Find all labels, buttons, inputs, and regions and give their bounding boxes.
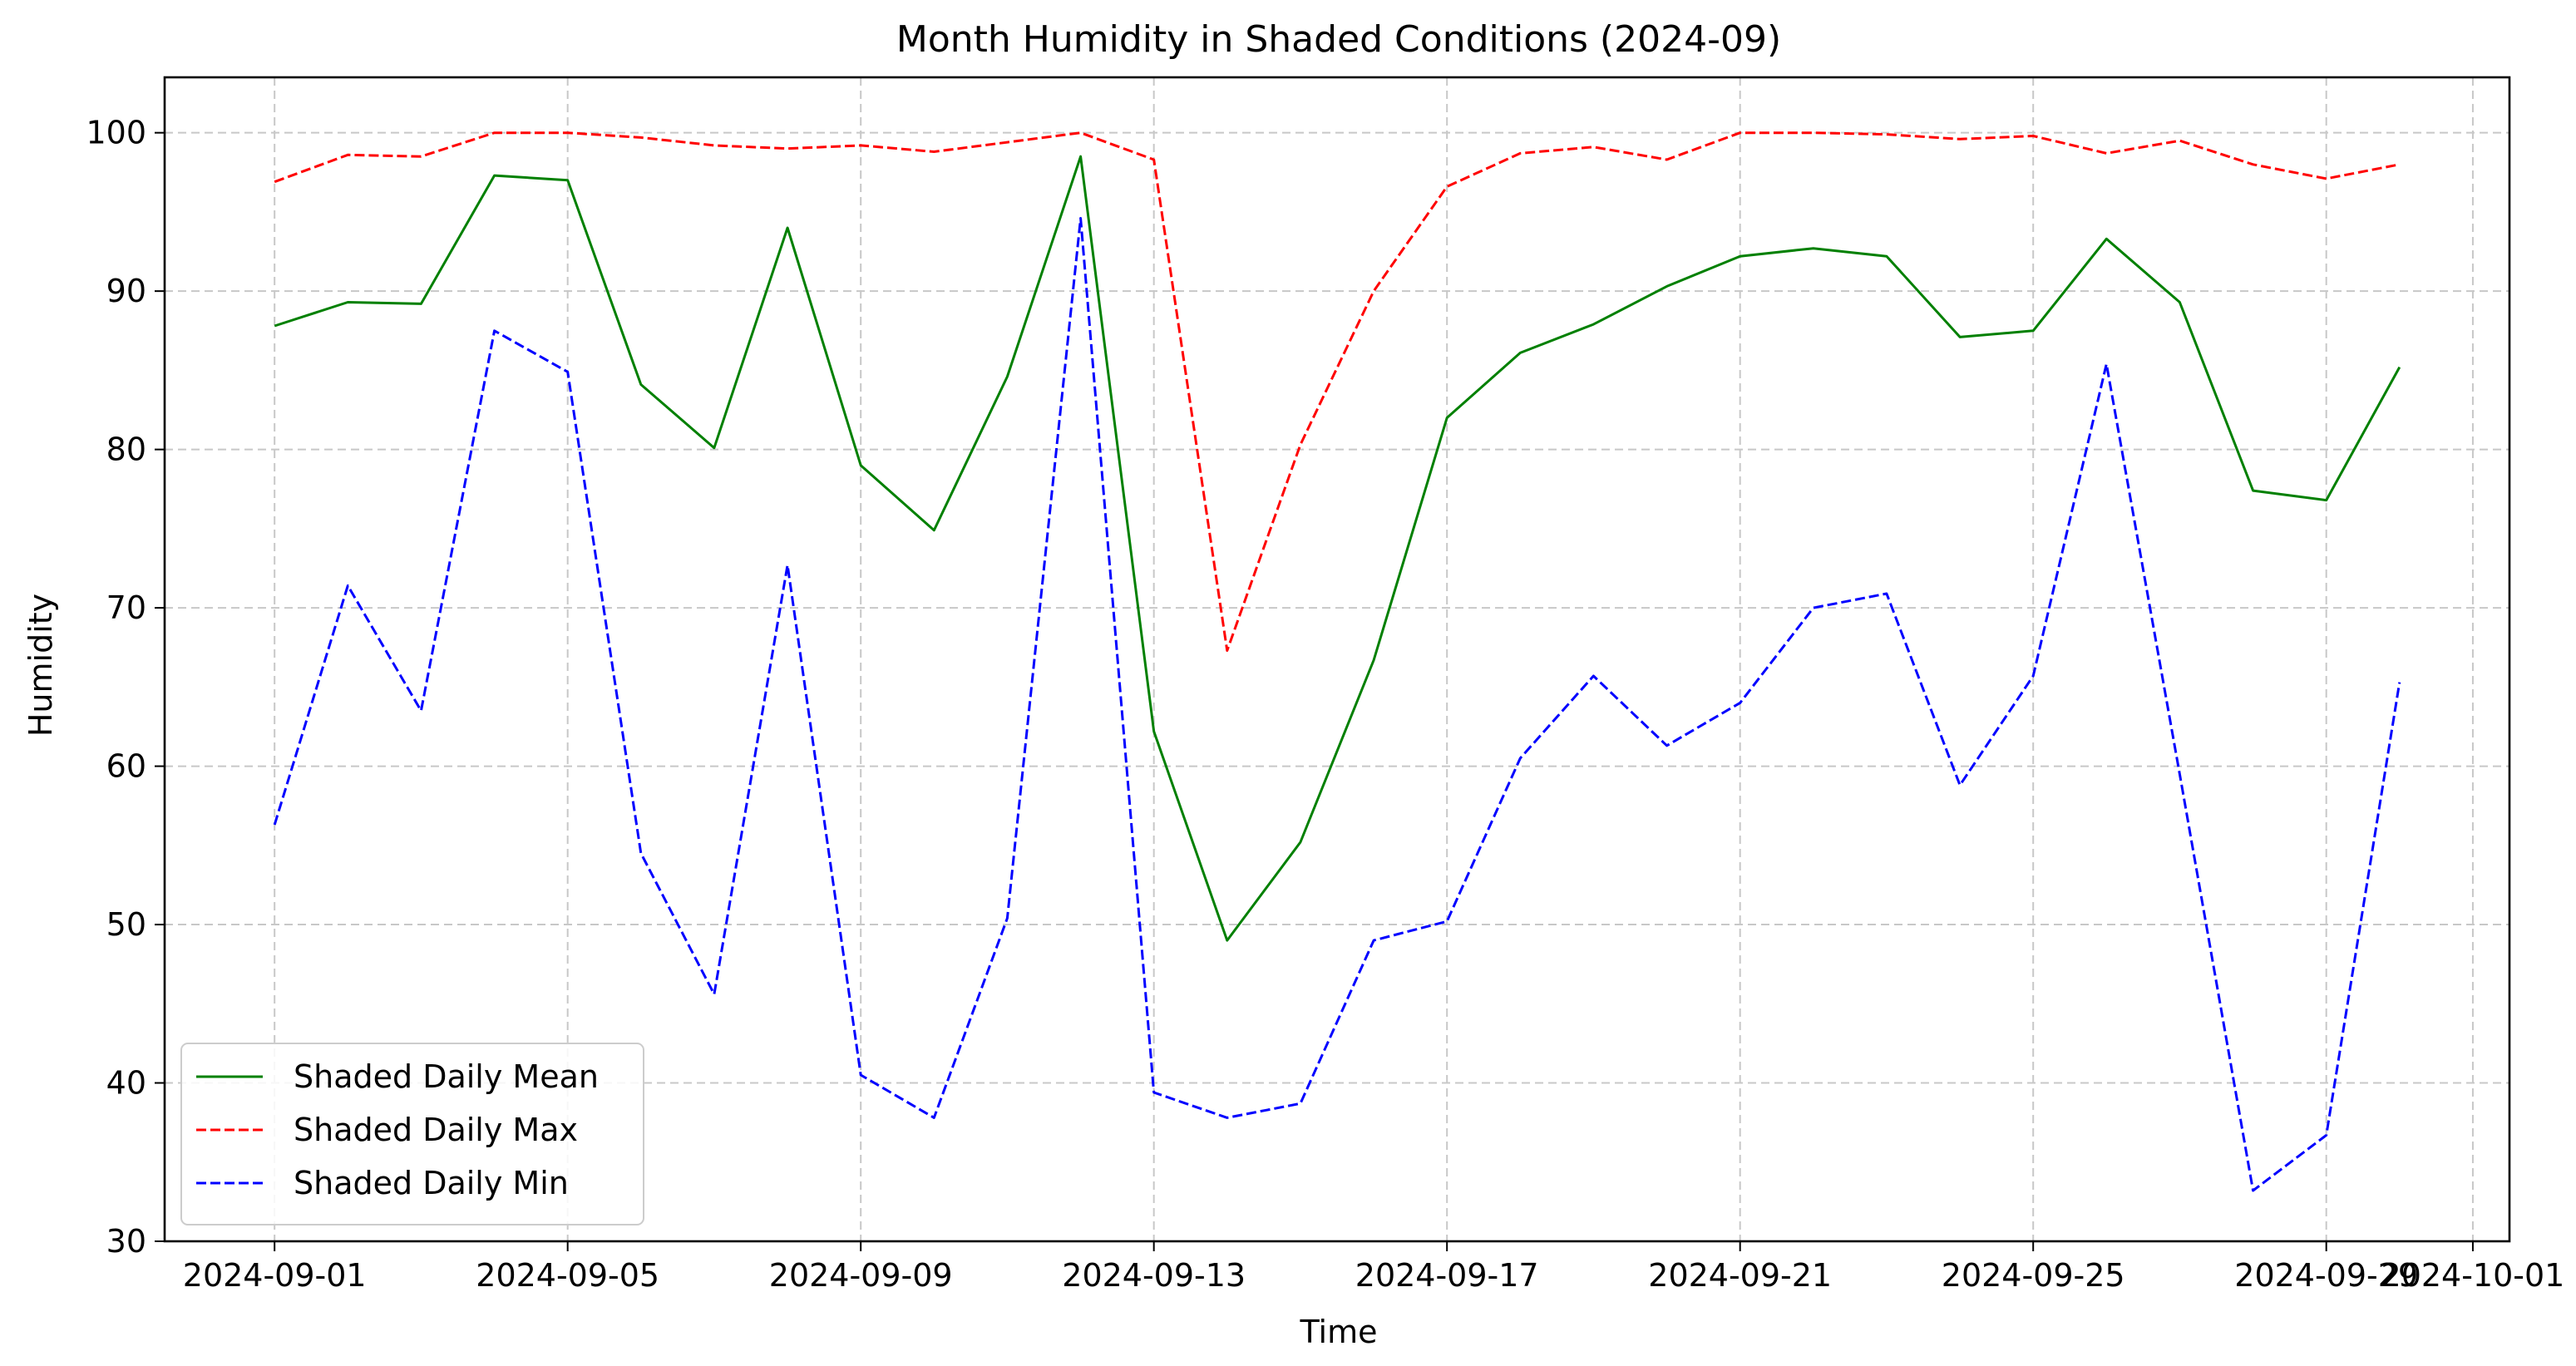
x-tick-label: 2024-09-29 — [2234, 1257, 2418, 1294]
x-axis-label: Time — [1300, 1314, 1378, 1350]
y-tick-label: 50 — [106, 906, 146, 943]
series-lines — [273, 131, 2401, 1192]
x-tick-label: 2024-09-05 — [476, 1257, 659, 1294]
x-tick-label: 2024-09-17 — [1355, 1257, 1539, 1294]
plot-frame — [163, 76, 2511, 1243]
series-line-shaded-daily-mean — [274, 155, 2401, 942]
series-line-shaded-daily-max — [274, 131, 2401, 652]
legend-label: Shaded Daily Max — [294, 1112, 578, 1148]
legend-label: Shaded Daily Min — [294, 1165, 569, 1201]
x-tick-label: 2024-09-25 — [1942, 1257, 2125, 1294]
y-tick-label: 40 — [106, 1065, 146, 1102]
x-tick-label: 2024-09-01 — [183, 1257, 367, 1294]
y-tick-label: 100 — [86, 115, 146, 151]
x-tick-label: 2024-10-01 — [2381, 1257, 2565, 1294]
y-tick-label: 90 — [106, 273, 146, 309]
chart-title: Month Humidity in Shaded Conditions (202… — [896, 18, 1781, 61]
y-tick-label: 80 — [106, 431, 146, 468]
legend-box — [180, 1043, 644, 1225]
x-tick-label: 2024-09-13 — [1062, 1257, 1246, 1294]
axis-ticks: 2024-09-01 2024-09-05 2024-09-09 2024-09-13… — [86, 115, 2564, 1294]
x-tick-label: 2024-09-09 — [769, 1257, 953, 1294]
legend-label: Shaded Daily Mean — [294, 1058, 599, 1095]
y-tick-label: 30 — [106, 1223, 146, 1260]
y-axis-label: Humidity — [22, 594, 59, 737]
legend: Shaded Daily Mean Shaded Daily Max Shaded … — [180, 1043, 644, 1225]
y-tick-label: 70 — [106, 589, 146, 626]
x-tick-label: 2024-09-21 — [1648, 1257, 1832, 1294]
y-tick-label: 60 — [106, 748, 146, 785]
series-line-shaded-daily-min — [273, 217, 2401, 1192]
